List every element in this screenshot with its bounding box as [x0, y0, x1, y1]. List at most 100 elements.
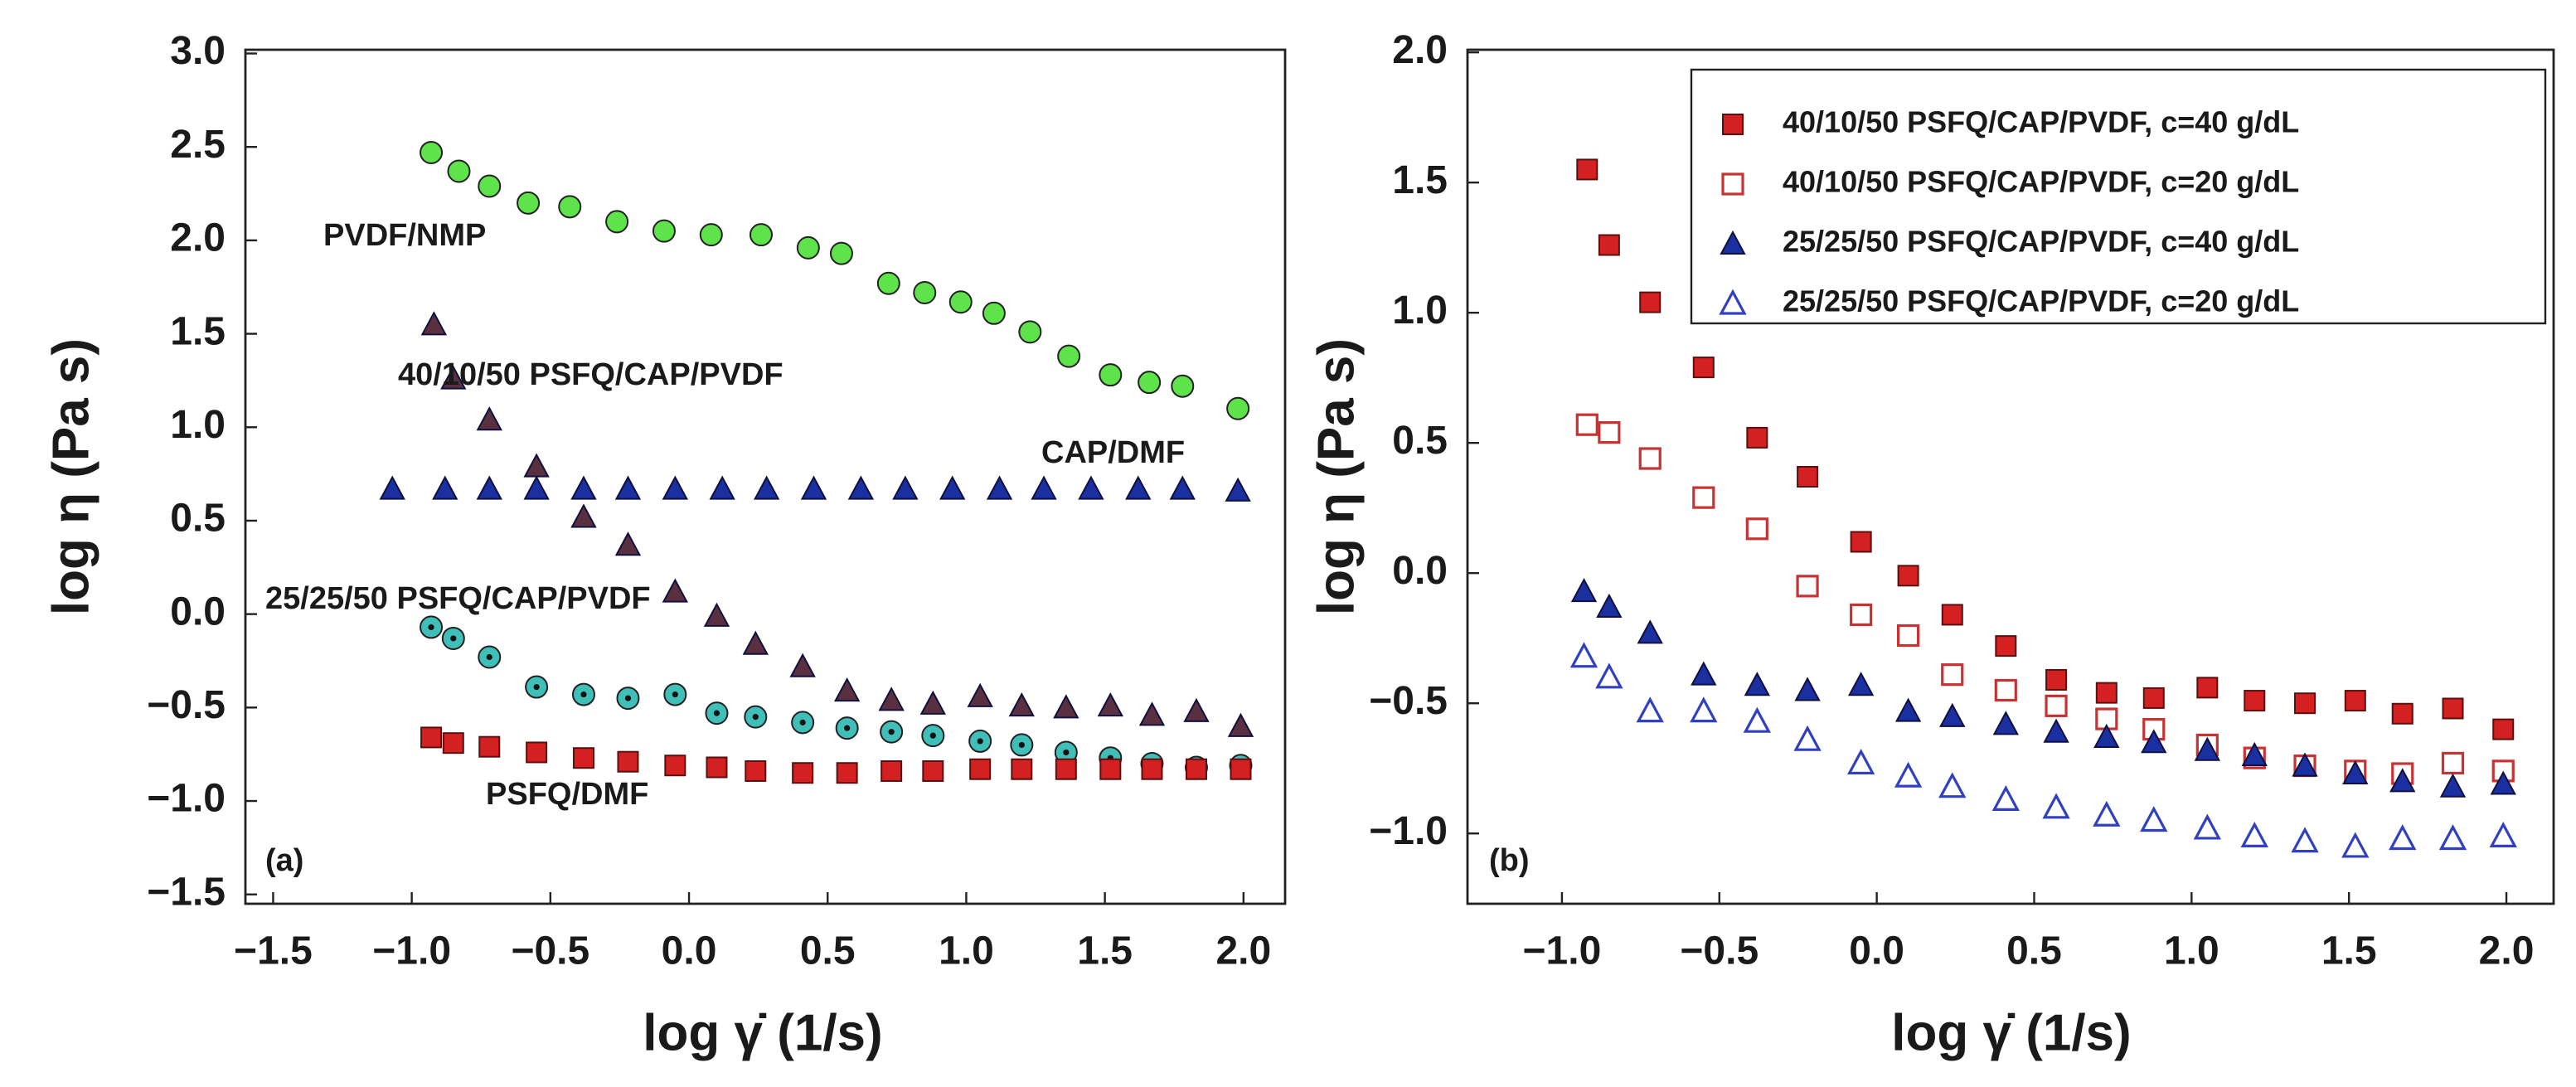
y-tick-label: −1.5 — [147, 870, 226, 914]
square-marker — [526, 741, 548, 764]
y-tick-label: 2.0 — [1392, 28, 1448, 72]
marker-dot — [799, 719, 806, 725]
square-marker — [1722, 114, 1744, 135]
triangle-marker — [1992, 711, 2019, 735]
circle-marker — [1099, 363, 1123, 387]
triangle-marker — [1938, 772, 1967, 798]
triangle-marker — [1225, 477, 1251, 502]
triangle-marker — [1031, 475, 1057, 500]
triangle-marker — [1719, 289, 1747, 315]
square-marker — [2196, 677, 2219, 699]
square-marker — [792, 762, 814, 784]
square-marker — [1576, 158, 1598, 181]
circle-marker — [558, 195, 582, 219]
y-tick-label: 1.5 — [170, 309, 226, 353]
square-marker — [478, 735, 501, 758]
square-marker — [1639, 291, 1662, 313]
square-marker — [1897, 565, 1919, 587]
series — [1570, 578, 2516, 798]
y-tick-label: 1.0 — [170, 403, 226, 447]
triangle-marker — [1596, 593, 1623, 619]
triangle-marker — [789, 653, 816, 677]
triangle-marker — [1125, 475, 1152, 500]
y-axis-label: log η (Pa s) — [1307, 338, 1365, 615]
square-marker — [1896, 624, 1920, 648]
triangle-marker — [1720, 230, 1746, 255]
triangle-marker — [523, 475, 550, 500]
y-axis-label: log η (Pa s) — [42, 338, 99, 615]
square-marker — [1230, 758, 1252, 780]
triangle-marker — [1053, 694, 1079, 719]
x-tick-label: 2.0 — [2479, 929, 2535, 973]
y-tick-label: −0.5 — [1369, 679, 1448, 723]
x-tick-label: −1.0 — [1523, 929, 1602, 973]
triangle-marker — [1794, 677, 1821, 701]
triangle-marker — [1636, 696, 1664, 723]
y-tick-label: 0.5 — [170, 497, 226, 541]
triangle-marker — [919, 690, 946, 715]
square-marker — [2095, 682, 2118, 704]
square-marker — [2391, 702, 2413, 725]
triangle-marker — [420, 311, 448, 336]
x-tick-label: 2.0 — [1215, 929, 1271, 973]
y-tick-label: 0.5 — [1392, 419, 1448, 463]
square-marker — [2142, 687, 2165, 709]
triangle-marker — [1894, 761, 1923, 788]
triangle-marker — [2291, 827, 2319, 853]
square-marker — [1141, 758, 1163, 780]
square-marker — [880, 759, 903, 782]
triangle-marker — [1939, 702, 1966, 727]
square-marker — [1598, 234, 1620, 256]
triangle-marker — [1097, 692, 1124, 717]
circle-marker — [913, 280, 937, 304]
triangle-marker — [1183, 697, 1210, 722]
circle-marker — [605, 210, 629, 234]
x-tick-label: −0.5 — [1680, 929, 1759, 973]
triangle-marker — [1691, 661, 1717, 686]
circle-marker — [1138, 371, 1162, 395]
circle-marker — [749, 223, 773, 247]
marker-dot — [977, 738, 983, 745]
circle-marker — [1057, 344, 1081, 368]
square-marker — [1850, 603, 1873, 627]
marker-dot — [486, 653, 492, 661]
triangle-marker — [1078, 475, 1104, 500]
triangle-marker — [1991, 785, 2020, 811]
square-marker — [1721, 172, 1744, 196]
x-tick-label: −1.5 — [234, 929, 313, 973]
triangle-marker — [939, 475, 966, 500]
square-marker — [836, 762, 858, 784]
legend-text: 40/10/50 PSFQ/CAP/PVDF, c=20 g/dL — [1783, 165, 2299, 199]
square-marker — [1797, 466, 1819, 488]
plot-frame — [244, 48, 1287, 905]
x-tick-label: 1.0 — [939, 929, 994, 973]
x-axis-label: log γ̇ (1/s) — [643, 1004, 882, 1061]
marker-dot — [1063, 749, 1070, 756]
triangle-marker — [476, 475, 502, 500]
y-tick-label: −1.0 — [147, 777, 226, 821]
circle-marker — [447, 159, 471, 183]
y-tick-label: 0.0 — [170, 590, 226, 633]
panel-label: (a) — [265, 843, 303, 878]
triangle-marker — [1793, 725, 1822, 751]
triangle-marker — [703, 602, 730, 627]
square-marker — [1185, 758, 1207, 780]
marker-dot — [450, 635, 457, 642]
legend-text: 25/25/50 PSFQ/CAP/PVDF, c=40 g/dL — [1783, 225, 2299, 259]
circle-marker — [876, 271, 900, 295]
marker-dot — [428, 624, 434, 631]
circle-marker — [478, 174, 502, 198]
triangle-marker — [614, 531, 642, 556]
x-tick-label: 0.5 — [2006, 929, 2062, 973]
series — [420, 311, 1254, 737]
marker-dot — [713, 710, 720, 716]
triangle-marker — [967, 682, 993, 707]
y-tick-label: 2.5 — [170, 123, 226, 167]
marker-dot — [672, 691, 678, 698]
series-label: PSFQ/DMF — [486, 777, 648, 812]
triangle-marker — [892, 475, 919, 500]
square-marker — [2294, 692, 2316, 715]
square-marker — [1692, 357, 1715, 379]
square-marker — [1011, 758, 1033, 780]
